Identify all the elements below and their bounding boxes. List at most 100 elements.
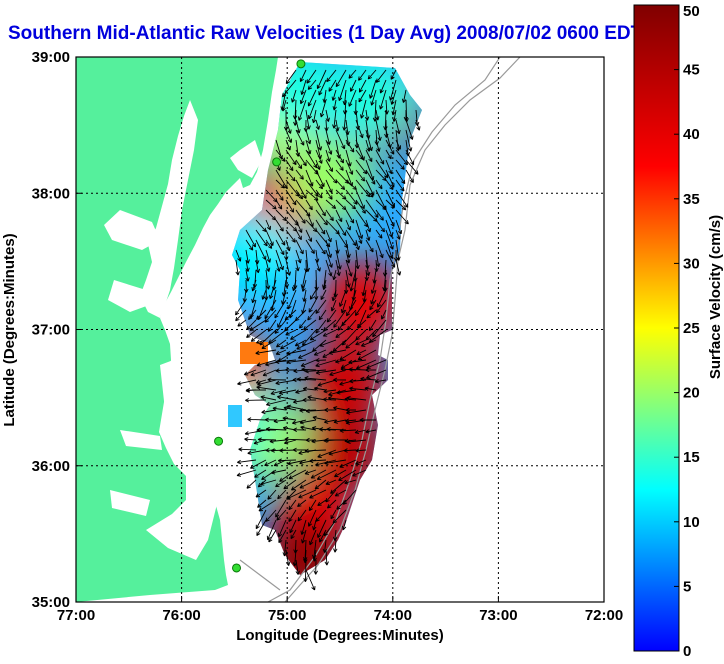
- velocity-vector: [348, 69, 357, 79]
- velocity-vector: [365, 229, 371, 242]
- velocity-vector: [251, 289, 257, 304]
- velocity-vector: [345, 199, 357, 210]
- velocity-vector: [277, 309, 287, 328]
- velocity-vector: [339, 428, 357, 433]
- velocity-vector: [293, 427, 307, 432]
- velocity-vector: [316, 469, 337, 480]
- velocity-vector: [326, 499, 337, 509]
- velocity-vector: [375, 69, 387, 83]
- velocity-vector: [354, 299, 367, 316]
- colorbar-tick-label: 25: [683, 320, 700, 337]
- velocity-vector: [290, 329, 307, 340]
- velocity-vector: [309, 289, 317, 300]
- velocity-vector: [334, 469, 347, 478]
- velocity-vector: [325, 229, 332, 243]
- velocity-vector: [297, 509, 307, 522]
- velocity-vector: [261, 409, 277, 415]
- velocity-vector: [315, 179, 324, 190]
- velocity-vector: [301, 529, 307, 544]
- velocity-vector: [355, 169, 366, 182]
- velocity-vector: [279, 469, 297, 482]
- velocity-vector: [375, 149, 385, 165]
- velocity-vector: [289, 519, 297, 534]
- velocity-vector: [298, 489, 317, 499]
- velocity-vector: [256, 385, 277, 391]
- velocity-vector: [389, 79, 397, 101]
- velocity-vector: [295, 239, 304, 255]
- velocity-vector: [300, 79, 307, 96]
- velocity-vector: [313, 349, 327, 356]
- velocity-vector: [305, 169, 314, 187]
- velocity-vector: [304, 369, 327, 374]
- velocity-vector: [255, 489, 267, 498]
- velocity-vector: [315, 239, 326, 255]
- velocity-vector: [330, 509, 337, 520]
- velocity-vector: [339, 459, 357, 468]
- velocity-vector: [253, 439, 267, 445]
- velocity-vector: [365, 199, 379, 218]
- velocity-vector: [243, 369, 257, 376]
- velocity-vector: [304, 448, 327, 454]
- velocity-vector: [322, 279, 327, 290]
- velocity-vector: [275, 249, 284, 271]
- velocity-vector: [332, 529, 338, 541]
- velocity-vector: [294, 339, 307, 347]
- velocity-vector: [346, 409, 367, 415]
- velocity-vector: [275, 379, 297, 386]
- velocity-vector: [365, 169, 376, 185]
- x-tick-label: 72:00: [585, 607, 623, 624]
- velocity-vector: [302, 397, 317, 403]
- velocity-vector: [292, 377, 307, 383]
- velocity-vector: [275, 368, 287, 373]
- velocity-vector: [270, 469, 287, 475]
- velocity-vector: [372, 319, 387, 338]
- velocity-vector: [256, 359, 277, 367]
- y-tick-label: 37:00: [32, 322, 70, 339]
- velocity-vector: [275, 179, 285, 189]
- velocity-vector: [296, 339, 317, 350]
- colorbar-tick-label: 45: [683, 62, 700, 79]
- velocity-vector: [265, 239, 273, 249]
- velocity-vector: [299, 89, 307, 105]
- velocity-vector: [326, 426, 347, 432]
- velocity-vector: [305, 408, 327, 414]
- velocity-vector: [284, 437, 307, 442]
- velocity-vector: [325, 109, 330, 122]
- velocity-vector: [275, 239, 285, 256]
- x-axis-label: Longitude (Degrees:Minutes): [236, 627, 444, 644]
- velocity-vector: [265, 229, 274, 246]
- velocity-vector: [305, 139, 312, 155]
- velocity-vector: [346, 395, 367, 401]
- velocity-vector: [264, 417, 277, 422]
- velocity-vector: [315, 149, 323, 164]
- velocity-vector: [291, 89, 297, 103]
- velocity-vector: [272, 406, 287, 411]
- velocity-vector: [288, 469, 307, 480]
- velocity-vector: [317, 499, 327, 507]
- velocity-vector: [275, 229, 286, 246]
- velocity-vector: [325, 139, 333, 155]
- velocity-vector: [285, 259, 292, 276]
- velocity-vector: [315, 358, 327, 363]
- velocity-vector: [365, 329, 377, 341]
- velocity-vector: [343, 448, 357, 453]
- velocity-vector: [308, 499, 317, 512]
- y-axis-ticks: 35:00 36:00 37:00 38:00 39:00: [32, 49, 82, 611]
- velocity-vector: [385, 149, 392, 160]
- velocity-vector: [285, 549, 291, 566]
- velocity-vector: [354, 429, 367, 435]
- velocity-vector: [276, 509, 287, 521]
- velocity-vector: [283, 479, 297, 490]
- velocity-vector: [379, 79, 387, 94]
- velocity-vector: [261, 339, 277, 349]
- colorbar-tick-label: 20: [683, 385, 700, 402]
- velocity-vector: [318, 309, 327, 321]
- velocity-vector: [299, 69, 307, 83]
- velocity-vector: [295, 189, 304, 200]
- velocity-vector: [304, 469, 317, 475]
- velocity-vector: [385, 199, 395, 209]
- velocity-vector: [275, 149, 286, 162]
- velocity-vector: [255, 509, 267, 530]
- velocity-vector: [341, 519, 347, 531]
- velocity-vector: [319, 529, 327, 543]
